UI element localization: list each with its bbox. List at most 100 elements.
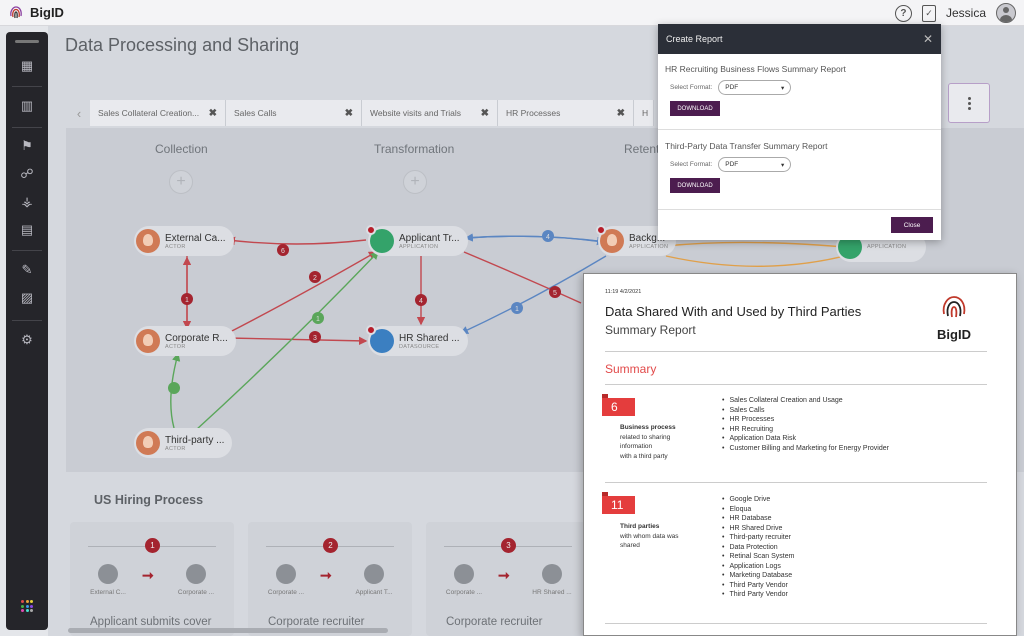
tab-hr-processes[interactable]: HR Processes ✖ bbox=[498, 100, 634, 126]
download-button[interactable]: DOWNLOAD bbox=[670, 101, 720, 116]
flow-edge[interactable] bbox=[459, 255, 607, 334]
metric-label: Business process related to sharing info… bbox=[620, 423, 700, 461]
edge-label-text: 4 bbox=[546, 234, 550, 241]
apps-grid-icon[interactable] bbox=[21, 600, 33, 612]
node-type: APPLICATION bbox=[399, 243, 439, 250]
close-icon[interactable]: ✖ bbox=[208, 107, 217, 119]
edge-label[interactable]: 1 bbox=[181, 293, 193, 305]
list-item: Eloqua bbox=[722, 505, 794, 515]
count-flag: 11 bbox=[602, 492, 635, 514]
bigid-logo: BigID bbox=[934, 294, 974, 342]
summary-report-document[interactable]: 11:19 4/2/2021 Data Shared With and Used… bbox=[583, 273, 1017, 636]
flow-node-corporate-recruiter[interactable]: Corporate R... ACTOR bbox=[134, 326, 236, 356]
add-node-icon[interactable]: + bbox=[403, 170, 427, 194]
edge-label[interactable]: 4 bbox=[542, 230, 554, 242]
flow-edge[interactable] bbox=[170, 352, 181, 429]
user-avatar-icon[interactable] bbox=[996, 3, 1016, 23]
dashboard-icon[interactable]: ▦ bbox=[20, 58, 34, 73]
flow-edge[interactable] bbox=[195, 250, 379, 431]
flow-edge[interactable] bbox=[465, 235, 606, 246]
divider bbox=[12, 320, 42, 321]
flow-node-applicant-tracking[interactable]: Applicant Tr... APPLICATION bbox=[366, 225, 468, 256]
node-name: Third-party ... bbox=[165, 434, 225, 446]
edge-label-text: 1 bbox=[185, 297, 189, 304]
edge-label[interactable]: 4 bbox=[415, 294, 427, 306]
edge-label[interactable]: 6 bbox=[277, 244, 289, 256]
add-node-icon[interactable]: + bbox=[169, 170, 193, 194]
tab-hr-recruiting[interactable]: H bbox=[634, 100, 654, 126]
horizontal-scrollbar[interactable] bbox=[68, 628, 388, 633]
remediation-icon[interactable]: ✎ bbox=[21, 262, 33, 277]
format-select[interactable]: PDF ▾ bbox=[718, 157, 792, 172]
flow-node-external-candidate[interactable]: External Ca... ACTOR bbox=[134, 226, 234, 256]
node-name: HR Shared ... bbox=[399, 332, 460, 344]
process-step-card[interactable]: 2 ➞ Corporate ... Applicant T... Corpora… bbox=[248, 522, 412, 636]
edge-label[interactable] bbox=[168, 382, 180, 394]
business-flow-tabs: ‹ Sales Collateral Creation... ✖ Sales Ca… bbox=[68, 100, 693, 126]
more-options-icon[interactable] bbox=[948, 83, 990, 123]
reports-icon[interactable]: ▨ bbox=[20, 290, 34, 305]
bigid-logo[interactable]: BigID bbox=[8, 5, 64, 21]
risk-badge bbox=[366, 225, 376, 235]
step-description: Corporate recruiter bbox=[446, 616, 543, 628]
tab-sales-calls[interactable]: Sales Calls ✖ bbox=[226, 100, 362, 126]
edge-label[interactable]: 1 bbox=[511, 302, 523, 314]
tab-website-visits[interactable]: Website visits and Trials ✖ bbox=[362, 100, 498, 126]
section-heading-summary: Summary bbox=[605, 362, 657, 376]
process-step-card[interactable]: 1 ➞ External C... Corporate ... Applican… bbox=[70, 522, 234, 636]
close-button[interactable]: Close bbox=[891, 217, 933, 233]
tab-sales-collateral[interactable]: Sales Collateral Creation... ✖ bbox=[90, 100, 226, 126]
analytics-icon[interactable]: ▥ bbox=[20, 98, 34, 113]
close-icon[interactable]: ✖ bbox=[480, 107, 489, 119]
inventory-icon[interactable]: ▤ bbox=[20, 222, 34, 237]
flow-edge[interactable] bbox=[226, 236, 367, 245]
metric-label-line: with a third party bbox=[620, 452, 668, 460]
edge-label[interactable]: 5 bbox=[549, 286, 561, 298]
edge-label[interactable]: 2 bbox=[309, 271, 321, 283]
flow-edge[interactable] bbox=[665, 241, 857, 249]
application-icon bbox=[364, 564, 384, 584]
format-label: Select Format: bbox=[670, 84, 713, 91]
list-item: Data Protection bbox=[722, 543, 794, 553]
help-circle-icon[interactable]: ? bbox=[894, 4, 912, 22]
sidebar-handle[interactable] bbox=[15, 40, 39, 43]
node-type: APPLICATION bbox=[629, 243, 669, 250]
column-transformation: Transformation bbox=[374, 142, 455, 156]
count-flag: 6 bbox=[602, 394, 635, 416]
flow-edge[interactable] bbox=[463, 251, 582, 304]
close-icon[interactable]: ✖ bbox=[344, 107, 353, 119]
list-item: Retinal Scan System bbox=[722, 552, 794, 562]
divider bbox=[605, 351, 987, 352]
clipboard-check-icon[interactable]: ✓ bbox=[921, 4, 936, 22]
format-select[interactable]: PDF ▾ bbox=[718, 80, 792, 95]
node-name: Backg... bbox=[629, 232, 666, 244]
list-item: HR Shared Drive bbox=[722, 524, 794, 534]
report-subtitle: Summary Report bbox=[605, 323, 696, 337]
flow-node-third-party[interactable]: Third-party ... ACTOR bbox=[134, 428, 233, 458]
edge-label[interactable]: 1 bbox=[312, 312, 324, 324]
divider bbox=[605, 384, 987, 385]
flag-icon[interactable]: ⚑ bbox=[21, 138, 33, 153]
arrow-right-icon: ➞ bbox=[498, 567, 510, 583]
process-step-card[interactable]: 3 ➞ Corporate ... HR Shared ... Corporat… bbox=[426, 522, 590, 636]
close-icon[interactable]: ✖ bbox=[616, 107, 625, 119]
step-description: Corporate recruiter bbox=[268, 616, 365, 628]
tabs-prev-arrow-icon[interactable]: ‹ bbox=[76, 105, 82, 121]
risk-badge bbox=[596, 225, 606, 235]
hierarchy-icon[interactable]: ⚶ bbox=[21, 194, 33, 209]
tab-label: H bbox=[642, 108, 649, 118]
download-button[interactable]: DOWNLOAD bbox=[670, 178, 720, 193]
flow-edge[interactable] bbox=[227, 336, 368, 346]
user-name[interactable]: Jessica bbox=[945, 6, 986, 20]
flow-edges: 6 1 2 3 4 1 4 5 1 bbox=[168, 230, 857, 431]
close-icon[interactable]: ✕ bbox=[922, 32, 933, 46]
node-type: APPLICATION bbox=[867, 244, 907, 250]
flow-node-hr-shared-drive[interactable]: HR Shared ... DATASOURCE bbox=[366, 325, 468, 356]
settings-icon[interactable]: ⚙ bbox=[21, 332, 33, 347]
flow-edge[interactable] bbox=[227, 251, 378, 334]
edge-label[interactable]: 3 bbox=[309, 331, 321, 343]
format-value: PDF bbox=[725, 161, 739, 168]
organization-icon[interactable]: ☍ bbox=[20, 166, 34, 181]
flow-edge[interactable] bbox=[665, 252, 857, 267]
divider bbox=[605, 482, 987, 483]
